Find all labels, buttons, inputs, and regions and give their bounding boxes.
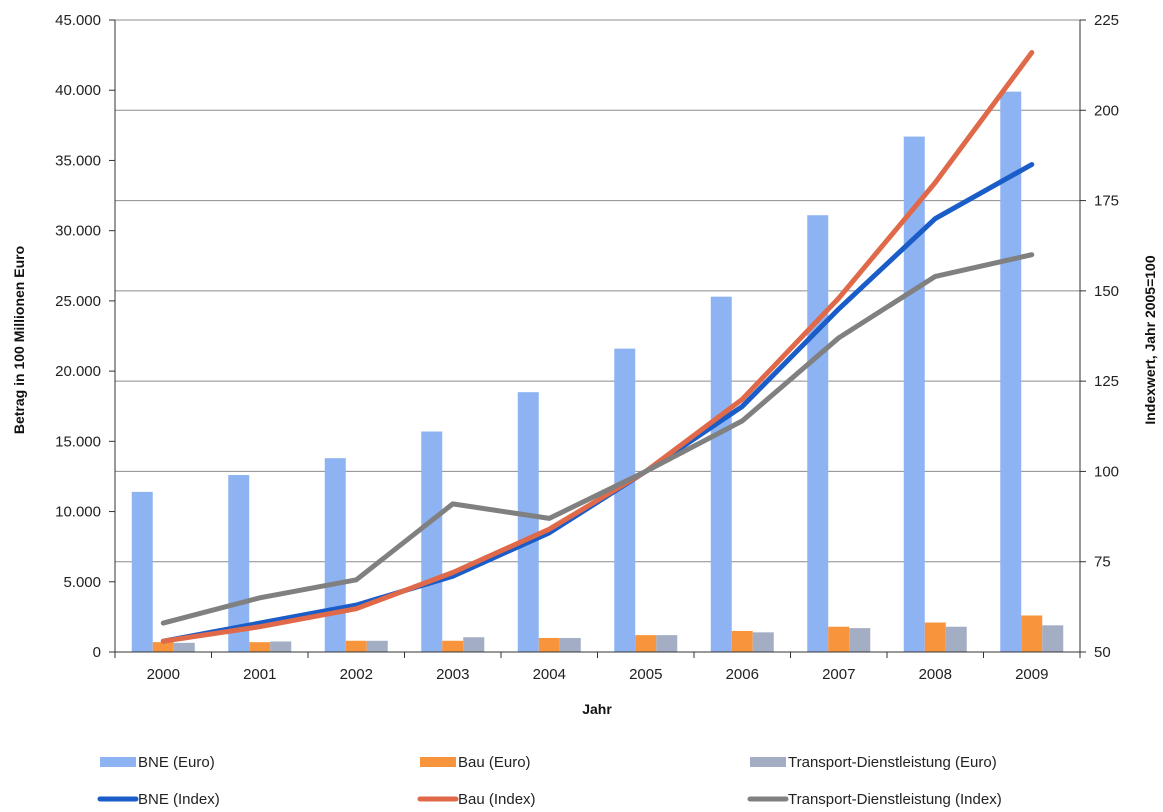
x-tick-label: 2006	[726, 666, 759, 683]
y-axis-title: Betrag in 100 Millionen Euro	[11, 246, 27, 434]
x-tick-label: 2000	[147, 666, 180, 683]
x-tick-label: 2008	[919, 666, 952, 683]
y2-tick-label: 100	[1094, 463, 1119, 480]
bar-2	[249, 642, 271, 652]
bar-3	[559, 637, 581, 652]
bar-3	[752, 632, 774, 652]
y2-tick-label: 50	[1094, 644, 1111, 661]
bar-1	[421, 431, 443, 652]
bar-3	[270, 641, 292, 652]
bar-1	[1000, 91, 1022, 653]
bar-2	[345, 640, 367, 652]
x-tick-label: 2003	[436, 666, 469, 683]
y-tick-label: 15.000	[55, 433, 101, 450]
bar-1	[614, 348, 636, 652]
line-series-1	[160, 162, 1035, 644]
bar-1	[517, 392, 539, 652]
bar-1	[131, 491, 153, 652]
x-tick-label: 2009	[1015, 666, 1048, 683]
y-tick-label: 25.000	[55, 293, 101, 310]
bar-2	[1021, 615, 1043, 652]
bar-2	[924, 622, 946, 652]
y2-tick-label: 175	[1094, 193, 1119, 210]
bar-3	[849, 628, 871, 652]
y2-tick-label: 75	[1094, 554, 1111, 571]
bar-1	[228, 475, 250, 652]
y-tick-label: 20.000	[55, 363, 101, 380]
x-tick-label: 2004	[533, 666, 566, 683]
bar-3	[1042, 625, 1064, 652]
bar-3	[945, 626, 967, 652]
x-tick-label: 2007	[822, 666, 855, 683]
legend: BNE (Euro) Bau (Euro) Transport-Dienstleis…	[97, 754, 1002, 808]
bar-2	[152, 642, 174, 652]
bar-2	[828, 626, 850, 652]
legend-label: BNE (Index)	[138, 791, 220, 808]
legend-label: BNE (Euro)	[138, 754, 215, 771]
y2-tick-label: 200	[1094, 102, 1119, 119]
y-tick-label: 35.000	[55, 152, 101, 169]
bar-3	[656, 635, 678, 652]
bar-1	[903, 136, 925, 652]
x-tick-label: 2001	[243, 666, 276, 683]
y-tick-label: 30.000	[55, 223, 101, 240]
bar-3	[173, 642, 195, 652]
bar-2	[442, 640, 464, 652]
bar-1	[807, 215, 829, 652]
legend-swatch-bar-3	[750, 757, 786, 767]
y2-axis-title: Indexwert, Jahr 2005=100	[1142, 255, 1158, 424]
gridlines	[115, 19, 1080, 563]
axes	[109, 19, 1086, 658]
bar-3	[366, 640, 388, 652]
bar-3	[463, 637, 485, 652]
tick-labels: 0 5.000 10.000 15.000 20.000 25.000 30.000 35.0…	[55, 12, 1119, 683]
legend-label: Bau (Index)	[458, 791, 536, 808]
legend-label: Transport-Dienstleistung (Index)	[788, 791, 1002, 808]
bars	[131, 91, 1064, 653]
bar-2	[538, 637, 560, 652]
index-lines	[160, 50, 1035, 644]
y2-tick-label: 150	[1094, 283, 1119, 300]
bar-2	[731, 630, 753, 652]
x-axis-title: Jahr	[582, 701, 612, 717]
x-tick-label: 2002	[340, 666, 373, 683]
bar-1	[710, 296, 732, 652]
y-tick-label: 45.000	[55, 12, 101, 29]
legend-label: Transport-Dienstleistung (Euro)	[788, 754, 997, 771]
y-tick-label: 5.000	[63, 574, 101, 591]
legend-swatch-bar-1	[100, 757, 136, 767]
y-tick-label: 10.000	[55, 504, 101, 521]
y-tick-label: 40.000	[55, 82, 101, 99]
y-tick-label: 0	[93, 644, 101, 661]
y2-tick-label: 225	[1094, 12, 1119, 29]
x-tick-label: 2005	[629, 666, 662, 683]
bar-2	[635, 635, 657, 652]
legend-swatch-bar-2	[420, 757, 456, 767]
bar-1	[324, 458, 346, 652]
line-series-2	[160, 50, 1035, 644]
line-series-3	[160, 252, 1035, 626]
legend-label: Bau (Euro)	[458, 754, 531, 771]
y2-tick-label: 125	[1094, 373, 1119, 390]
